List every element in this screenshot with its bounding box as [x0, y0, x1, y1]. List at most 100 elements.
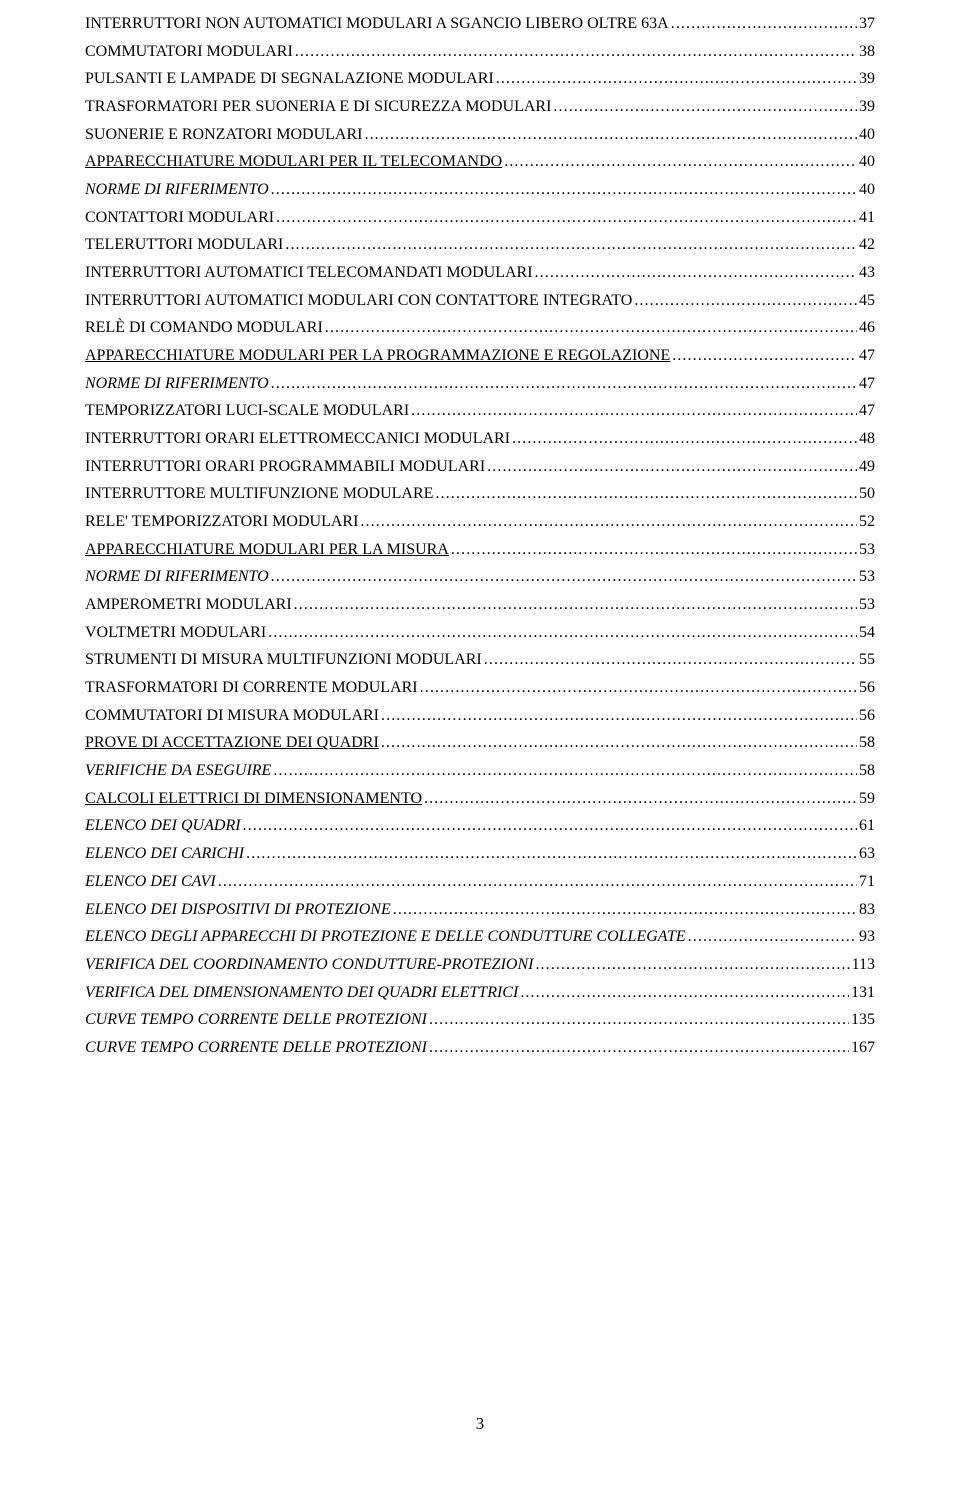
toc-entry-page: 43 — [859, 259, 875, 287]
toc-entry-page: 113 — [852, 951, 875, 979]
toc-entry-page: 56 — [859, 702, 875, 730]
toc-entry-leader — [429, 1006, 849, 1034]
toc-entry-title: INTERRUTTORI AUTOMATICI MODULARI CON CON… — [85, 287, 632, 315]
toc-entry-leader — [364, 121, 857, 149]
toc-entry: AMPEROMETRI MODULARI 53 — [85, 591, 875, 619]
toc-entry: ELENCO DEI DISPOSITIVI DI PROTEZIONE 83 — [85, 896, 875, 924]
toc-entry-leader — [496, 65, 857, 93]
toc-entry-leader — [285, 231, 857, 259]
toc-entry-page: 46 — [859, 314, 875, 342]
toc-entry-title: VOLTMETRI MODULARI — [85, 619, 266, 647]
toc-entry-leader — [420, 674, 857, 702]
toc-entry-page: 167 — [851, 1034, 875, 1062]
toc-entry-leader — [294, 591, 857, 619]
toc-entry-page: 39 — [859, 93, 875, 121]
toc-entry: ELENCO DEGLI APPARECCHI DI PROTEZIONE E … — [85, 923, 875, 951]
toc-entry-page: 52 — [859, 508, 875, 536]
toc-entry-title: STRUMENTI DI MISURA MULTIFUNZIONI MODULA… — [85, 646, 482, 674]
toc-entry-page: 54 — [859, 619, 875, 647]
toc-entry: COMMUTATORI MODULARI 38 — [85, 38, 875, 66]
toc-entry-page: 40 — [859, 176, 875, 204]
toc-entry: TELERUTTORI MODULARI 42 — [85, 231, 875, 259]
toc-entry-title: CURVE TEMPO CORRENTE DELLE PROTEZIONI — [85, 1006, 427, 1034]
toc-entry-leader — [381, 702, 857, 730]
toc-entry-title: INTERRUTTORI NON AUTOMATICI MODULARI A S… — [85, 10, 669, 38]
toc-entry-page: 49 — [859, 453, 875, 481]
toc-entry-title: CALCOLI ELETTRICI DI DIMENSIONAMENTO — [85, 785, 422, 813]
toc-entry-page: 58 — [859, 729, 875, 757]
toc-entry-page: 47 — [859, 397, 875, 425]
toc-entry-leader — [520, 979, 849, 1007]
toc-entry-leader — [535, 951, 849, 979]
toc-entry: TRASFORMATORI DI CORRENTE MODULARI 56 — [85, 674, 875, 702]
toc-entry-page: 59 — [859, 785, 875, 813]
toc-entry-page: 61 — [859, 812, 875, 840]
toc-entry-leader — [271, 563, 857, 591]
toc-entry-title: INTERRUTTORI ORARI PROGRAMMABILI MODULAR… — [85, 453, 485, 481]
toc-entry-leader — [381, 729, 857, 757]
toc-entry-title: PULSANTI E LAMPADE DI SEGNALAZIONE MODUL… — [85, 65, 494, 93]
toc-entry-title: TEMPORIZZATORI LUCI-SCALE MODULARI — [85, 397, 409, 425]
toc-entry-page: 41 — [859, 204, 875, 232]
toc-entry-title: APPARECCHIATURE MODULARI PER IL TELECOMA… — [85, 148, 502, 176]
toc-entry-page: 48 — [859, 425, 875, 453]
toc-entry-leader — [484, 646, 857, 674]
toc-entry-title: ELENCO DEI CAVI — [85, 868, 216, 896]
toc-entry-leader — [218, 868, 857, 896]
toc-entry-title: NORME DI RIFERIMENTO — [85, 176, 269, 204]
toc-entry: TEMPORIZZATORI LUCI-SCALE MODULARI 47 — [85, 397, 875, 425]
toc-entry: SUONERIE E RONZATORI MODULARI 40 — [85, 121, 875, 149]
toc-entry-leader — [535, 259, 857, 287]
toc-entry-page: 53 — [859, 563, 875, 591]
toc-entry: NORME DI RIFERIMENTO 40 — [85, 176, 875, 204]
toc-entry: APPARECCHIATURE MODULARI PER LA PROGRAMM… — [85, 342, 875, 370]
toc-entry-leader — [295, 38, 857, 66]
toc-entry-leader — [273, 757, 857, 785]
toc-entry-page: 37 — [859, 10, 875, 38]
toc-entry: PULSANTI E LAMPADE DI SEGNALAZIONE MODUL… — [85, 65, 875, 93]
toc-entry-title: ELENCO DEI QUADRI — [85, 812, 241, 840]
toc-entry-leader — [504, 148, 857, 176]
toc-entry-title: TRASFORMATORI PER SUONERIA E DI SICUREZZ… — [85, 93, 551, 121]
page-container: INTERRUTTORI NON AUTOMATICI MODULARI A S… — [0, 0, 960, 1509]
toc-entry-title: INTERRUTTORI AUTOMATICI TELECOMANDATI MO… — [85, 259, 533, 287]
toc-entry-leader — [243, 812, 857, 840]
toc-entry-page: 71 — [859, 868, 875, 896]
toc-entry: APPARECCHIATURE MODULARI PER LA MISURA 5… — [85, 536, 875, 564]
toc-entry-leader — [271, 176, 857, 204]
toc-entry-title: COMMUTATORI MODULARI — [85, 38, 293, 66]
toc-entry-title: CURVE TEMPO CORRENTE DELLE PROTEZIONI — [85, 1034, 427, 1062]
toc-entry-title: TRASFORMATORI DI CORRENTE MODULARI — [85, 674, 418, 702]
toc-entry-leader — [393, 896, 857, 924]
toc-entry: VERIFICA DEL DIMENSIONAMENTO DEI QUADRI … — [85, 979, 875, 1007]
toc-entry-page: 40 — [859, 148, 875, 176]
toc-entry: COMMUTATORI DI MISURA MODULARI 56 — [85, 702, 875, 730]
toc-entry-title: CONTATTORI MODULARI — [85, 204, 274, 232]
table-of-contents: INTERRUTTORI NON AUTOMATICI MODULARI A S… — [85, 10, 875, 1062]
toc-entry-page: 53 — [859, 591, 875, 619]
toc-entry-title: VERIFICHE DA ESEGUIRE — [85, 757, 271, 785]
toc-entry: VERIFICA DEL COORDINAMENTO CONDUTTURE-PR… — [85, 951, 875, 979]
toc-entry-leader — [553, 93, 857, 121]
toc-entry-page: 56 — [859, 674, 875, 702]
toc-entry: STRUMENTI DI MISURA MULTIFUNZIONI MODULA… — [85, 646, 875, 674]
toc-entry: CALCOLI ELETTRICI DI DIMENSIONAMENTO 59 — [85, 785, 875, 813]
toc-entry: PROVE DI ACCETTAZIONE DEI QUADRI 58 — [85, 729, 875, 757]
toc-entry-leader — [246, 840, 857, 868]
toc-entry-title: RELE' TEMPORIZZATORI MODULARI — [85, 508, 358, 536]
toc-entry-page: 40 — [859, 121, 875, 149]
toc-entry-leader — [671, 10, 857, 38]
toc-entry: INTERRUTTORI AUTOMATICI TELECOMANDATI MO… — [85, 259, 875, 287]
toc-entry: INTERRUTTORI ORARI PROGRAMMABILI MODULAR… — [85, 453, 875, 481]
toc-entry: APPARECCHIATURE MODULARI PER IL TELECOMA… — [85, 148, 875, 176]
toc-entry-page: 83 — [859, 896, 875, 924]
toc-entry: VOLTMETRI MODULARI 54 — [85, 619, 875, 647]
toc-entry-title: INTERRUTTORI ORARI ELETTROMECCANICI MODU… — [85, 425, 510, 453]
toc-entry-title: VERIFICA DEL DIMENSIONAMENTO DEI QUADRI … — [85, 979, 518, 1007]
toc-entry-leader — [451, 536, 857, 564]
toc-entry-leader — [276, 204, 857, 232]
toc-entry: NORME DI RIFERIMENTO 53 — [85, 563, 875, 591]
toc-entry-page: 42 — [859, 231, 875, 259]
toc-entry: CURVE TEMPO CORRENTE DELLE PROTEZIONI 16… — [85, 1034, 875, 1062]
toc-entry-title: VERIFICA DEL COORDINAMENTO CONDUTTURE-PR… — [85, 951, 533, 979]
